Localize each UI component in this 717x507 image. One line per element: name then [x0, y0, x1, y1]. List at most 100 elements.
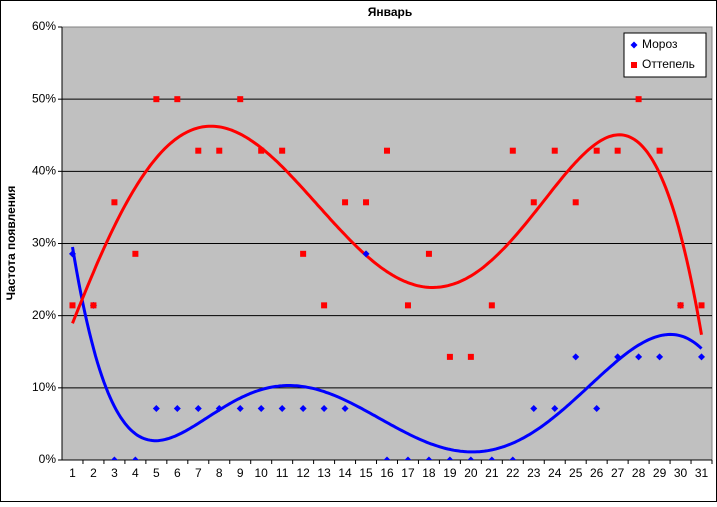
y-axis-label: Частота появления — [4, 186, 18, 301]
x-tick-label: 23 — [527, 466, 541, 480]
marker — [488, 456, 496, 460]
marker — [593, 147, 600, 154]
x-tick-label: 9 — [237, 466, 244, 480]
marker — [467, 353, 474, 360]
y-tick-label: 60% — [32, 19, 56, 33]
marker — [404, 302, 411, 309]
marker — [698, 302, 705, 309]
marker — [132, 250, 139, 257]
marker — [488, 302, 495, 309]
x-tick-label: 11 — [276, 466, 289, 480]
y-tick-label: 40% — [32, 164, 56, 178]
marker — [425, 456, 433, 460]
chart-title: Январь — [368, 5, 412, 19]
marker — [363, 199, 370, 206]
marker — [467, 456, 475, 460]
marker — [68, 250, 76, 258]
marker — [551, 147, 558, 154]
marker — [69, 302, 76, 309]
x-tick-label: 24 — [548, 466, 562, 480]
x-tick-label: 22 — [506, 466, 520, 480]
x-tick-label: 25 — [569, 466, 583, 480]
legend-box — [623, 32, 707, 78]
marker — [110, 456, 118, 460]
x-tick-label: 6 — [174, 466, 181, 480]
marker — [530, 404, 538, 412]
y-tick-label: 20% — [32, 308, 56, 322]
marker — [195, 147, 202, 154]
marker — [572, 353, 580, 361]
y-tick-label: 30% — [32, 236, 56, 250]
marker — [509, 147, 516, 154]
marker — [698, 353, 706, 361]
x-tick-label: 30 — [674, 466, 688, 480]
x-tick-label: 27 — [611, 466, 625, 480]
marker — [237, 96, 244, 103]
marker — [131, 456, 139, 460]
legend-marker — [631, 62, 637, 68]
marker — [614, 147, 621, 154]
trendline — [71, 246, 703, 454]
marker — [152, 404, 160, 412]
x-tick-label: 31 — [695, 466, 709, 480]
x-tick-label: 14 — [338, 466, 352, 480]
legend-label: Мороз — [642, 37, 678, 51]
x-tick-label: 5 — [153, 466, 160, 480]
x-tick-label: 26 — [590, 466, 604, 480]
marker — [362, 250, 370, 258]
plot-layer — [68, 96, 706, 460]
marker — [404, 456, 412, 460]
marker — [174, 96, 181, 103]
marker — [593, 404, 601, 412]
marker — [90, 302, 97, 309]
x-tick-label: 20 — [464, 466, 478, 480]
marker — [446, 456, 454, 460]
x-tick-label: 12 — [296, 466, 310, 480]
x-tick-label: 15 — [359, 466, 373, 480]
x-tick-label: 7 — [195, 466, 202, 480]
marker — [279, 147, 286, 154]
x-tick-label: 13 — [317, 466, 331, 480]
marker — [677, 302, 684, 309]
marker — [321, 302, 328, 309]
legend-marker — [630, 41, 638, 49]
marker — [530, 199, 537, 206]
marker — [215, 404, 223, 412]
marker — [300, 250, 307, 257]
marker — [153, 96, 160, 103]
x-tick-label: 2 — [90, 466, 97, 480]
x-tick-label: 18 — [422, 466, 436, 480]
x-tick-label: 4 — [132, 466, 139, 480]
marker — [236, 404, 244, 412]
marker — [384, 147, 390, 154]
y-tick-label: 10% — [32, 380, 56, 394]
marker — [656, 353, 664, 361]
x-tick-label: 21 — [485, 466, 499, 480]
trendline — [71, 124, 703, 336]
x-tick-label: 29 — [653, 466, 667, 480]
marker — [446, 353, 453, 360]
legend-label: Оттепель — [642, 57, 695, 71]
x-tick-label: 3 — [111, 466, 118, 480]
marker — [194, 404, 202, 412]
x-tick-label: 1 — [69, 466, 76, 480]
marker — [656, 147, 663, 154]
marker — [635, 96, 642, 103]
marker — [258, 147, 265, 154]
marker — [320, 404, 328, 412]
marker — [383, 456, 391, 460]
y-tick-label: 0% — [39, 452, 57, 466]
marker — [341, 404, 349, 412]
marker — [425, 250, 432, 257]
marker — [509, 456, 517, 460]
x-tick-label: 8 — [216, 466, 223, 480]
marker — [111, 199, 118, 206]
marker — [635, 353, 643, 361]
marker — [278, 404, 286, 412]
marker — [173, 404, 181, 412]
x-tick-label: 17 — [401, 466, 415, 480]
marker — [572, 199, 579, 206]
x-tick-label: 10 — [255, 466, 269, 480]
x-tick-label: 28 — [632, 466, 646, 480]
marker — [342, 199, 349, 206]
